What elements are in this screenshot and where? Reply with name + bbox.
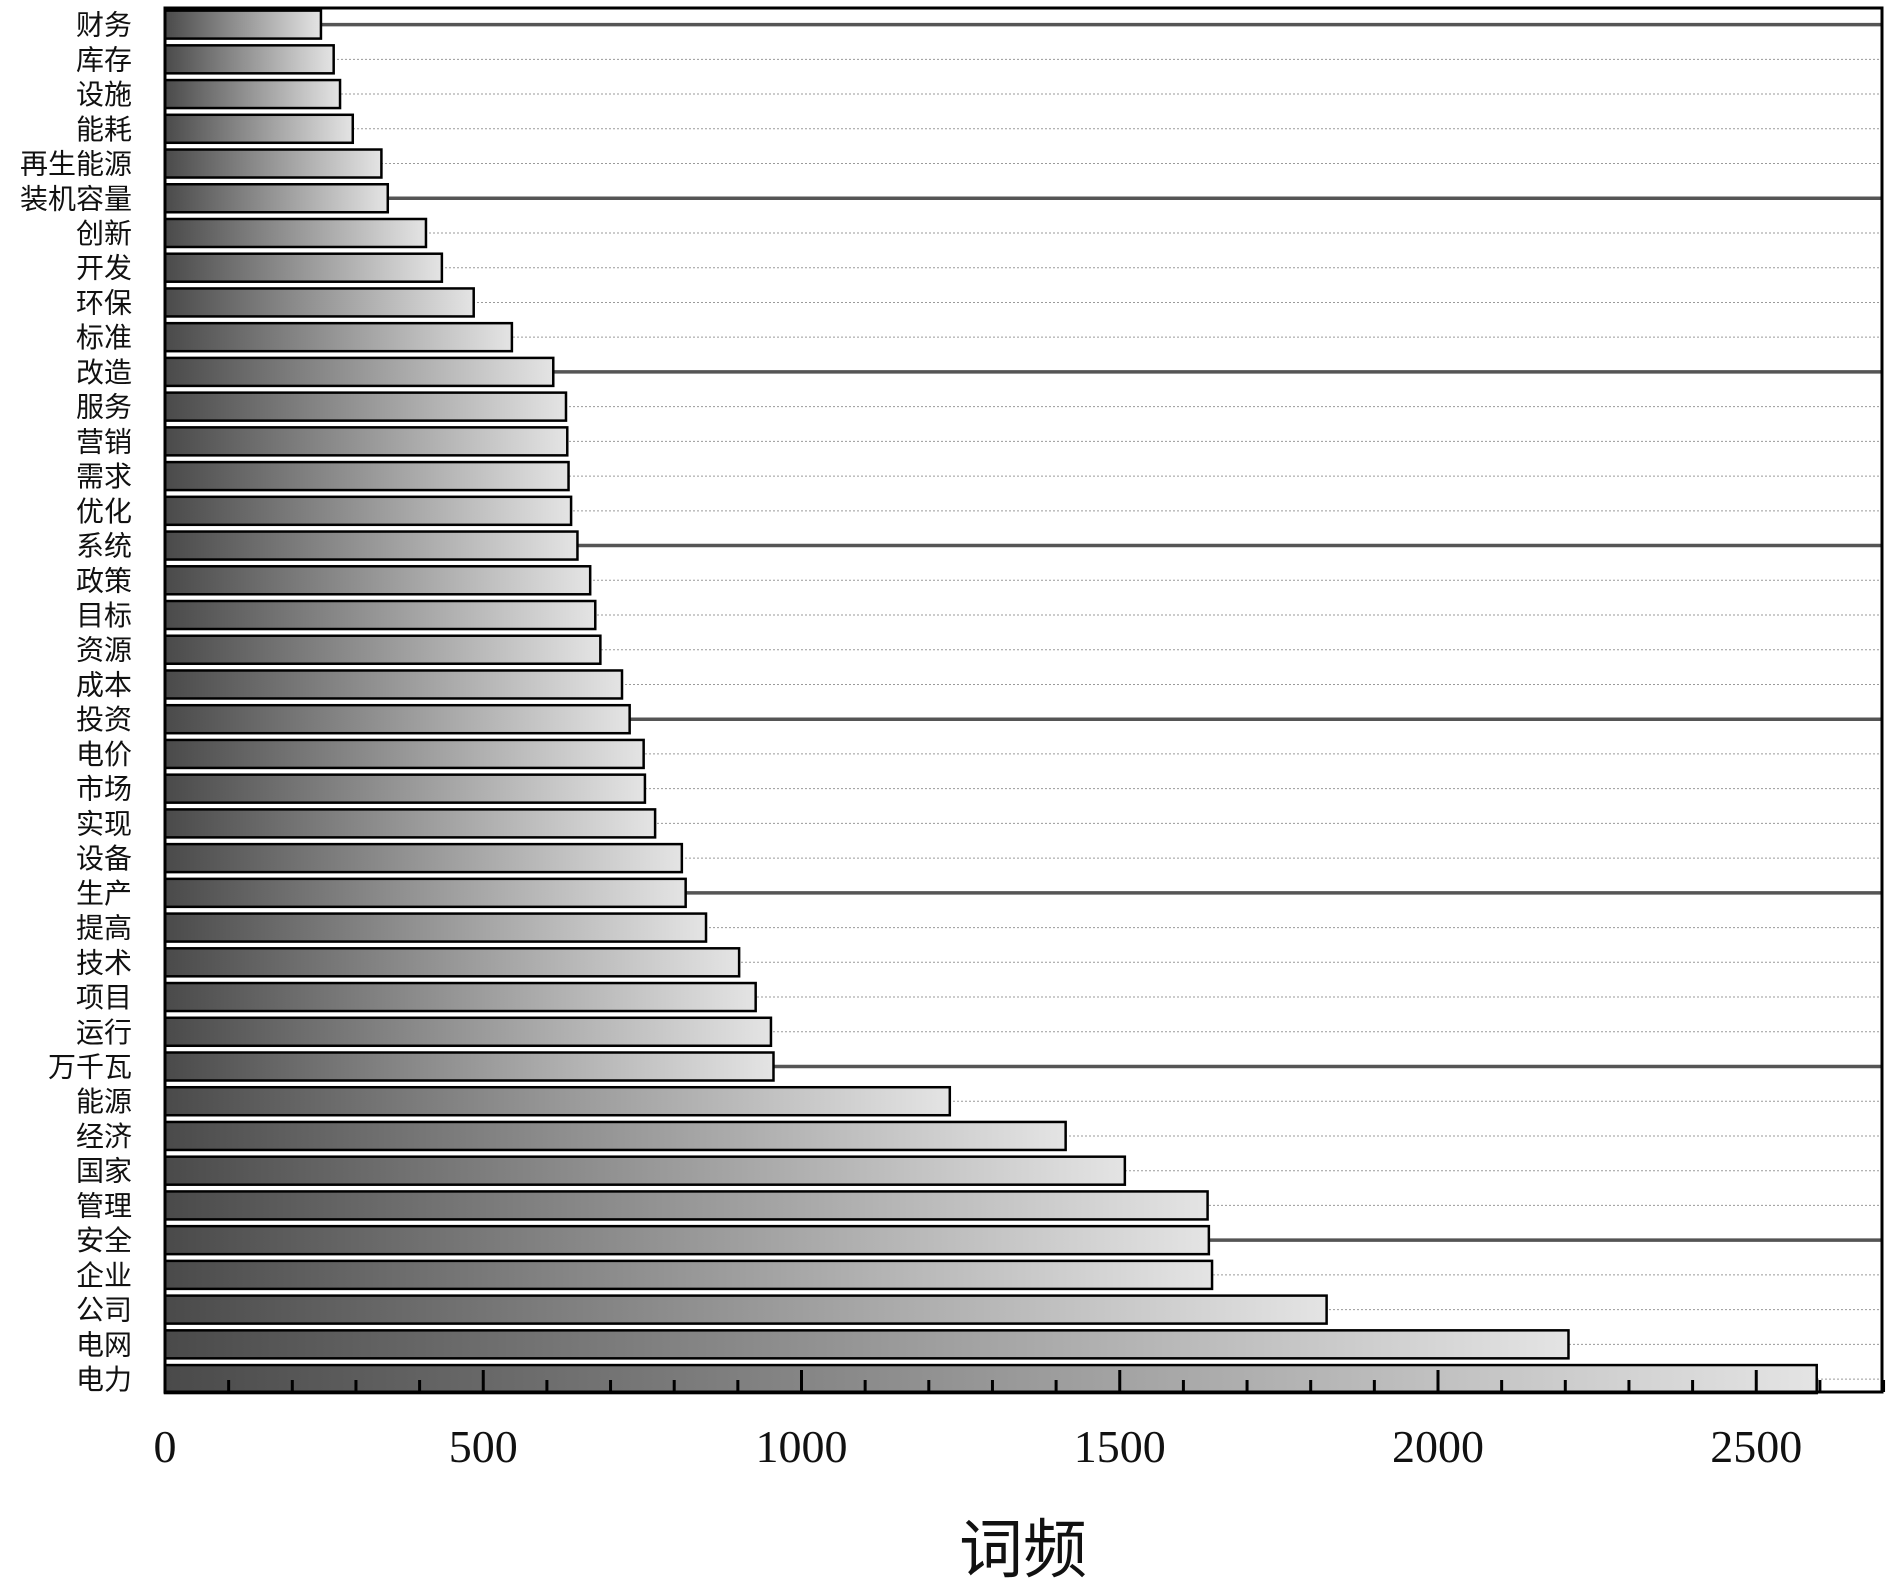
bar-管理 — [163, 1190, 1209, 1221]
category-label: 国家 — [76, 1155, 132, 1188]
bar-国家 — [163, 1155, 1127, 1186]
x-tick-label: 1000 — [756, 1421, 848, 1472]
category-label: 改造 — [76, 356, 132, 389]
bar-再生能源 — [163, 148, 383, 179]
category-label: 系统 — [76, 530, 132, 563]
bar-实现 — [163, 808, 657, 839]
category-label: 优化 — [76, 495, 132, 528]
category-label: 环保 — [76, 286, 132, 319]
bars — [163, 9, 1818, 1395]
bar-电力 — [163, 1363, 1818, 1395]
category-labels: 财务库存设施能耗再生能源装机容量创新开发环保标准改造服务营销需求优化系统政策目标… — [20, 9, 132, 1396]
category-label: 项目 — [76, 981, 132, 1014]
category-label: 公司 — [76, 1294, 132, 1327]
x-tick-label: 1500 — [1074, 1421, 1166, 1472]
category-label: 开发 — [76, 252, 132, 285]
bar-环保 — [163, 287, 475, 318]
bar-设施 — [163, 78, 342, 110]
bar-生产 — [163, 877, 687, 909]
category-label: 设施 — [76, 78, 132, 111]
bar-目标 — [163, 599, 597, 631]
x-tick-label: 2500 — [1710, 1421, 1802, 1472]
bar-安全 — [163, 1224, 1211, 1256]
bar-优化 — [163, 495, 573, 527]
bar-能耗 — [163, 113, 355, 145]
bar-标准 — [163, 321, 514, 353]
category-label: 运行 — [76, 1016, 132, 1049]
category-label: 能源 — [76, 1085, 132, 1118]
bar-技术 — [163, 947, 741, 978]
category-label: 设备 — [76, 842, 132, 875]
bar-经济 — [163, 1120, 1067, 1152]
bar-企业 — [163, 1259, 1214, 1291]
x-tick-label: 2000 — [1392, 1421, 1484, 1472]
category-label: 提高 — [76, 912, 132, 945]
category-label: 目标 — [76, 599, 132, 632]
bar-需求 — [163, 460, 570, 492]
bar-系统 — [163, 530, 579, 561]
bar-库存 — [163, 44, 335, 75]
bar-政策 — [163, 565, 592, 596]
category-label: 电价 — [76, 738, 132, 771]
category-label: 成本 — [76, 668, 132, 701]
x-tick-label: 0 — [154, 1421, 177, 1472]
bar-营销 — [163, 426, 569, 457]
category-label: 标准 — [76, 321, 132, 354]
category-label: 能耗 — [76, 113, 132, 146]
category-label: 营销 — [76, 425, 132, 458]
category-label: 经济 — [76, 1120, 132, 1153]
category-label: 万千瓦 — [48, 1051, 132, 1084]
bar-服务 — [163, 391, 568, 422]
category-label: 投资 — [76, 703, 132, 736]
category-label: 电力 — [76, 1363, 132, 1396]
category-label: 服务 — [76, 391, 132, 424]
x-axis-title: 词频 — [959, 1514, 1087, 1588]
category-label: 库存 — [76, 43, 132, 76]
bar-设备 — [163, 842, 684, 874]
bar-万千瓦 — [163, 1051, 775, 1082]
category-label: 管理 — [76, 1189, 132, 1222]
bar-市场 — [163, 773, 647, 804]
category-label: 安全 — [76, 1224, 132, 1257]
bar-财务 — [163, 9, 323, 40]
category-label: 政策 — [76, 564, 132, 597]
category-label: 市场 — [76, 773, 132, 806]
category-label: 电网 — [76, 1328, 132, 1361]
bar-成本 — [163, 669, 624, 700]
x-tick-label: 500 — [449, 1421, 518, 1472]
bar-电价 — [163, 738, 645, 770]
bar-能源 — [163, 1085, 952, 1117]
bar-项目 — [163, 981, 757, 1013]
category-label: 技术 — [76, 946, 132, 979]
bar-电网 — [163, 1329, 1570, 1360]
category-label: 需求 — [76, 460, 132, 493]
bar-创新 — [163, 217, 428, 249]
category-label: 企业 — [76, 1259, 132, 1292]
category-label: 再生能源 — [20, 148, 132, 181]
bar-开发 — [163, 252, 444, 283]
category-label: 创新 — [76, 217, 132, 250]
category-label: 生产 — [76, 877, 132, 910]
category-label: 财务 — [76, 9, 132, 42]
bar-运行 — [163, 1016, 773, 1048]
bar-装机容量 — [163, 183, 390, 214]
plot-frame — [163, 6, 1884, 1394]
bar-资源 — [163, 634, 602, 665]
category-label: 资源 — [76, 634, 132, 667]
category-label: 装机容量 — [20, 182, 132, 215]
bar-改造 — [163, 356, 555, 388]
category-label: 实现 — [76, 807, 132, 840]
bar-提高 — [163, 912, 708, 943]
bar-投资 — [163, 703, 631, 735]
bar-公司 — [163, 1294, 1328, 1325]
